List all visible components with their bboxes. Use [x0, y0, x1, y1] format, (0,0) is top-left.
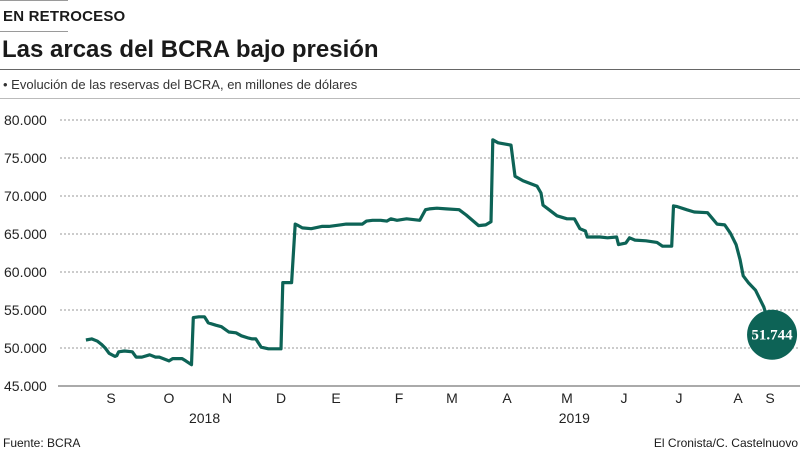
- year-label: 2018: [189, 410, 220, 426]
- credit-note: El Cronista/C. Castelnuovo: [653, 436, 798, 450]
- x-tick-label: E: [331, 390, 340, 406]
- chart-title: Las arcas del BCRA bajo presión: [2, 36, 379, 63]
- x-tick-label: F: [395, 390, 404, 406]
- chart-subtitle: • Evolución de las reservas del BCRA, en…: [3, 77, 358, 92]
- y-tick-label: 75.000: [4, 150, 47, 166]
- x-tick-label: O: [164, 390, 175, 406]
- x-tick-label: J: [676, 390, 683, 406]
- last-value-marker: [747, 309, 798, 360]
- x-tick-label: A: [502, 390, 512, 406]
- title-rule: [0, 69, 800, 70]
- x-tick-label: D: [276, 390, 286, 406]
- y-tick-label: 55.000: [4, 302, 47, 318]
- source-note: Fuente: BCRA: [3, 436, 81, 450]
- x-tick-label: M: [446, 390, 458, 406]
- reserves-series-line: [85, 138, 774, 367]
- x-tick-label: N: [222, 390, 232, 406]
- x-tick-label: M: [561, 390, 573, 406]
- y-tick-label: 45.000: [4, 378, 47, 394]
- x-tick-label: J: [621, 390, 628, 406]
- x-tick-label: A: [733, 390, 743, 406]
- kicker: EN RETROCESO: [3, 8, 126, 25]
- y-tick-label: 80.000: [4, 112, 47, 128]
- subtitle-rule: [0, 98, 800, 99]
- last-value-label: 51.744: [751, 328, 793, 344]
- year-label: 2019: [559, 410, 590, 426]
- x-tick-label: S: [106, 390, 115, 406]
- x-tick-label: S: [765, 390, 774, 406]
- y-tick-label: 60.000: [4, 264, 47, 280]
- top-rule: [0, 0, 68, 1]
- y-tick-label: 50.000: [4, 340, 47, 356]
- y-tick-label: 70.000: [4, 188, 47, 204]
- y-tick-label: 65.000: [4, 226, 47, 242]
- kicker-rule: [0, 31, 68, 32]
